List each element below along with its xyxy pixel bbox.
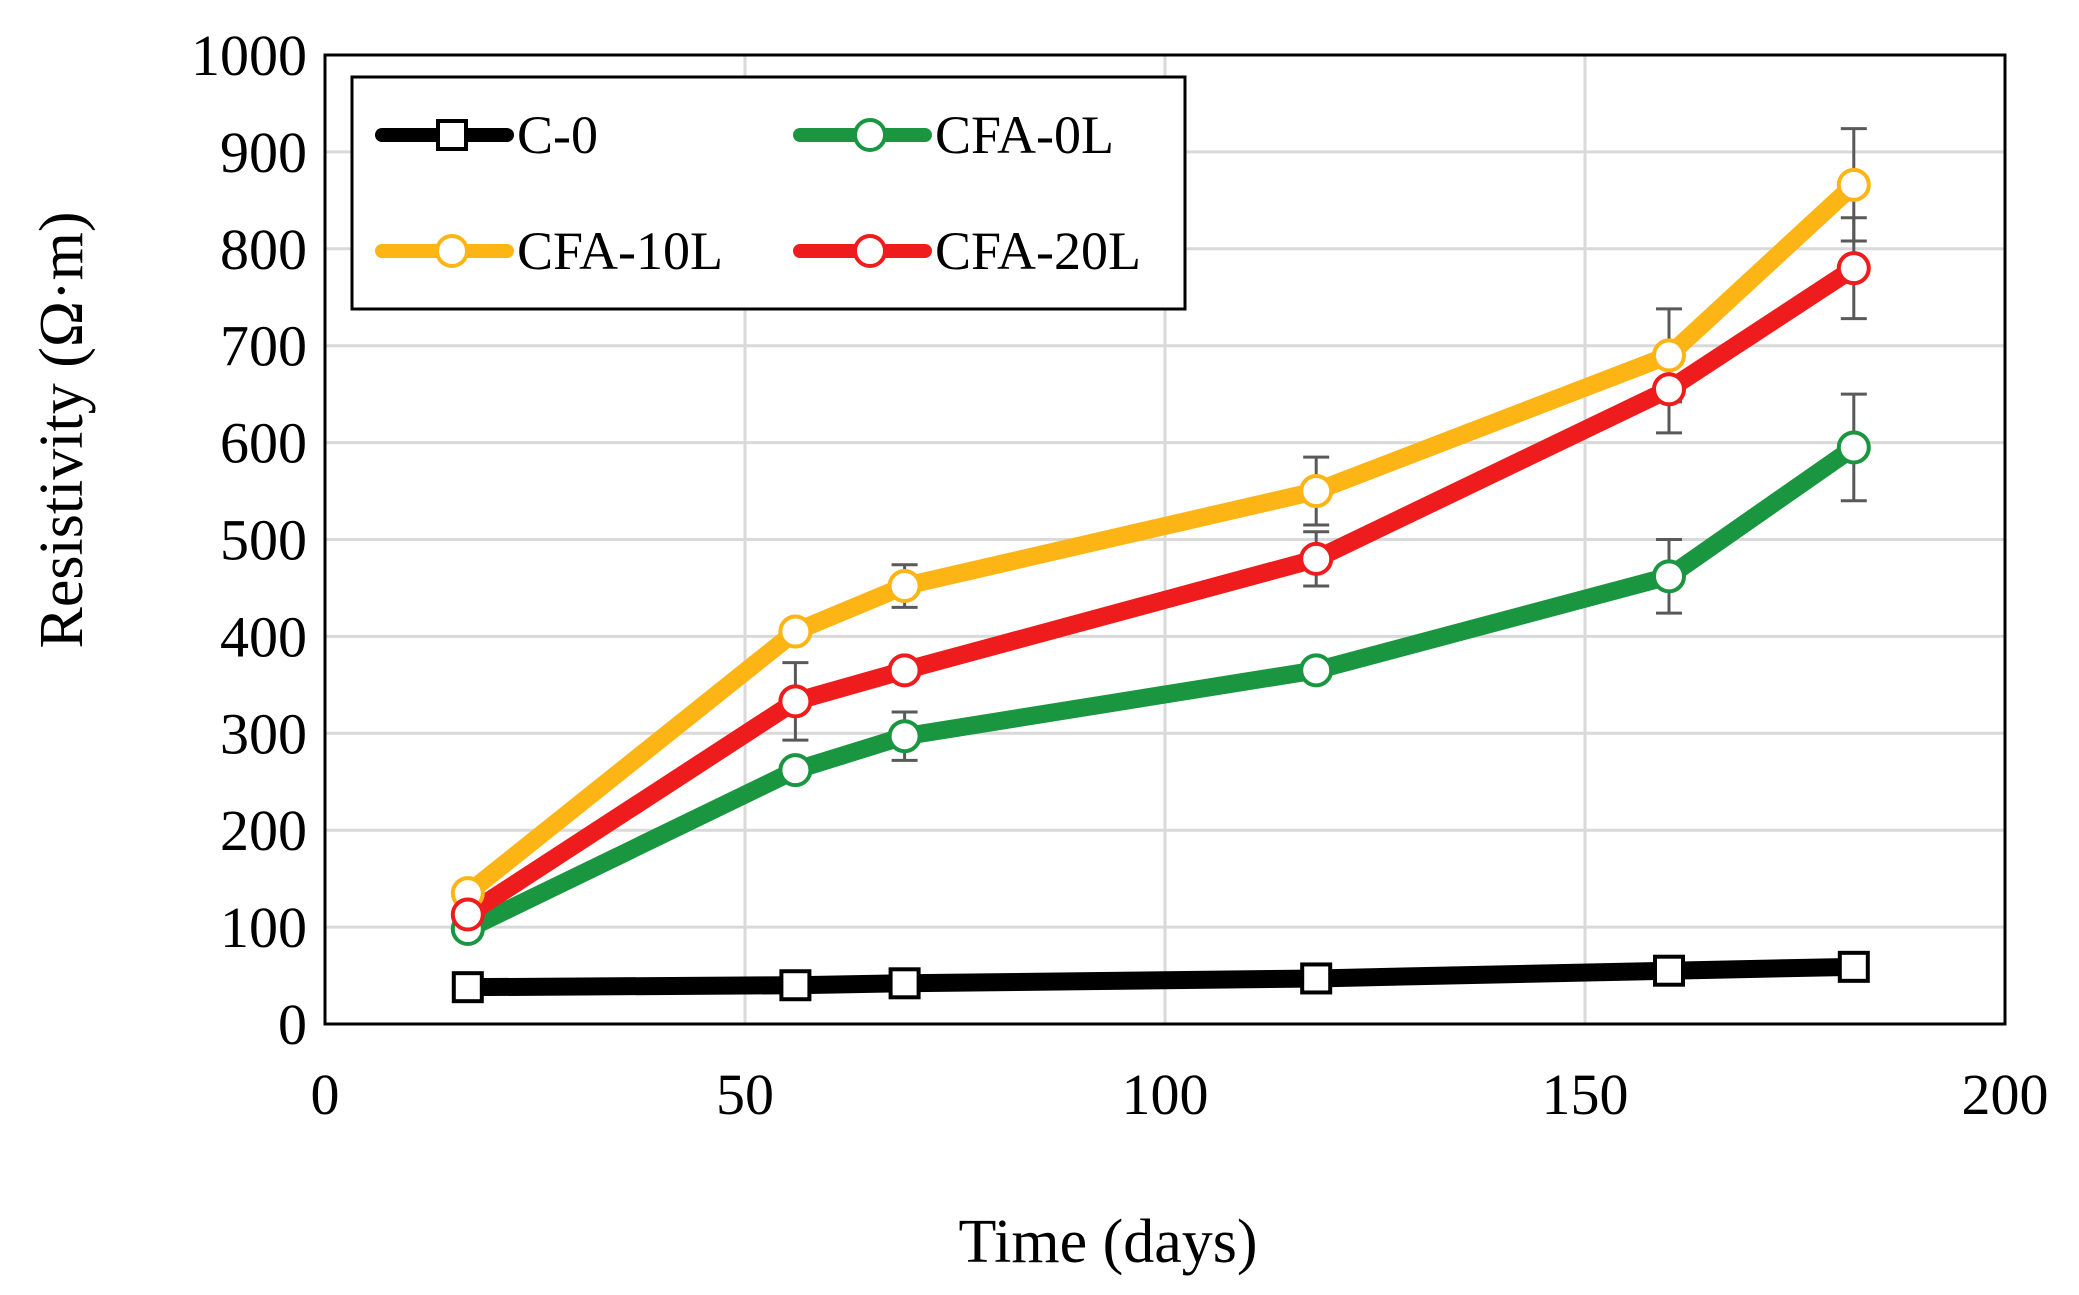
x-tick-label: 200 xyxy=(1962,1062,2049,1127)
data-point-cfa-0l xyxy=(1836,430,1871,465)
legend-label-c-0: C-0 xyxy=(517,105,598,165)
data-point-cfa-10l xyxy=(1299,474,1334,509)
series-line-c-0 xyxy=(458,957,1863,997)
series-line-cfa-0l xyxy=(458,438,1863,939)
series-line-cfa-20l xyxy=(458,259,1863,924)
legend: C-0 CFA-0L CFA-10L CFA-20L xyxy=(350,75,1187,311)
data-point-cfa-10l xyxy=(1652,338,1686,373)
series-lines xyxy=(458,175,1863,997)
data-point-cfa-20l xyxy=(778,684,813,719)
series-line-cfa-10l xyxy=(458,175,1863,903)
y-tick-label: 1000 xyxy=(191,23,307,88)
y-tick-labels: 0 100 200 300 400 500 600 700 800 900 1000 xyxy=(191,23,307,1057)
x-tick-labels: 0 50 100 150 200 xyxy=(311,1062,2049,1127)
data-point-cfa-0l xyxy=(1652,559,1686,594)
data-point-c-0 xyxy=(779,969,812,1002)
legend-label-cfa-10l: CFA-10L xyxy=(517,221,723,281)
data-point-cfa-20l xyxy=(1836,251,1871,286)
legend-marker-cfa-10l xyxy=(435,234,469,268)
series-markers xyxy=(450,167,1871,1004)
y-tick-label: 800 xyxy=(220,217,307,282)
data-point-c-0 xyxy=(451,971,484,1004)
data-point-c-0 xyxy=(1300,962,1333,995)
legend-label-cfa-0l: CFA-0L xyxy=(935,105,1114,165)
data-point-cfa-20l xyxy=(1299,541,1334,576)
data-point-cfa-10l xyxy=(887,569,922,604)
plot-frame xyxy=(323,53,2007,1026)
y-tick-label: 600 xyxy=(220,411,307,476)
y-tick-label: 500 xyxy=(220,508,307,573)
legend-marker-c-0 xyxy=(436,119,468,151)
data-point-cfa-10l xyxy=(1836,167,1871,202)
y-tick-label: 300 xyxy=(220,701,307,766)
x-tick-label: 50 xyxy=(716,1062,774,1127)
data-point-cfa-20l xyxy=(887,653,922,688)
data-point-cfa-10l xyxy=(778,614,813,649)
y-tick-label: 900 xyxy=(220,120,307,185)
x-tick-label: 0 xyxy=(311,1062,340,1127)
legend-box xyxy=(350,75,1187,311)
data-point-cfa-0l xyxy=(778,753,813,788)
y-tick-label: 100 xyxy=(220,895,307,960)
data-point-c-0 xyxy=(1837,950,1870,983)
data-point-c-0 xyxy=(1653,954,1685,987)
legend-marker-cfa-0l xyxy=(853,118,887,152)
data-point-c-0 xyxy=(888,967,921,1000)
data-point-cfa-0l xyxy=(1299,653,1334,688)
y-tick-label: 400 xyxy=(220,604,307,669)
x-tick-label: 150 xyxy=(1542,1062,1629,1127)
y-axis-title: Resistivity (Ω·m) xyxy=(28,212,96,649)
data-point-cfa-20l xyxy=(450,897,485,932)
legend-marker-cfa-20l xyxy=(853,234,887,268)
y-tick-label: 200 xyxy=(220,798,307,863)
y-tick-label: 700 xyxy=(220,314,307,379)
y-tick-label: 0 xyxy=(278,992,307,1057)
data-point-cfa-20l xyxy=(1652,372,1686,407)
data-point-cfa-0l xyxy=(887,719,922,754)
legend-label-cfa-20l: CFA-20L xyxy=(935,221,1141,281)
x-axis-title: Time (days) xyxy=(958,1208,1257,1276)
x-tick-label: 100 xyxy=(1122,1062,1209,1127)
